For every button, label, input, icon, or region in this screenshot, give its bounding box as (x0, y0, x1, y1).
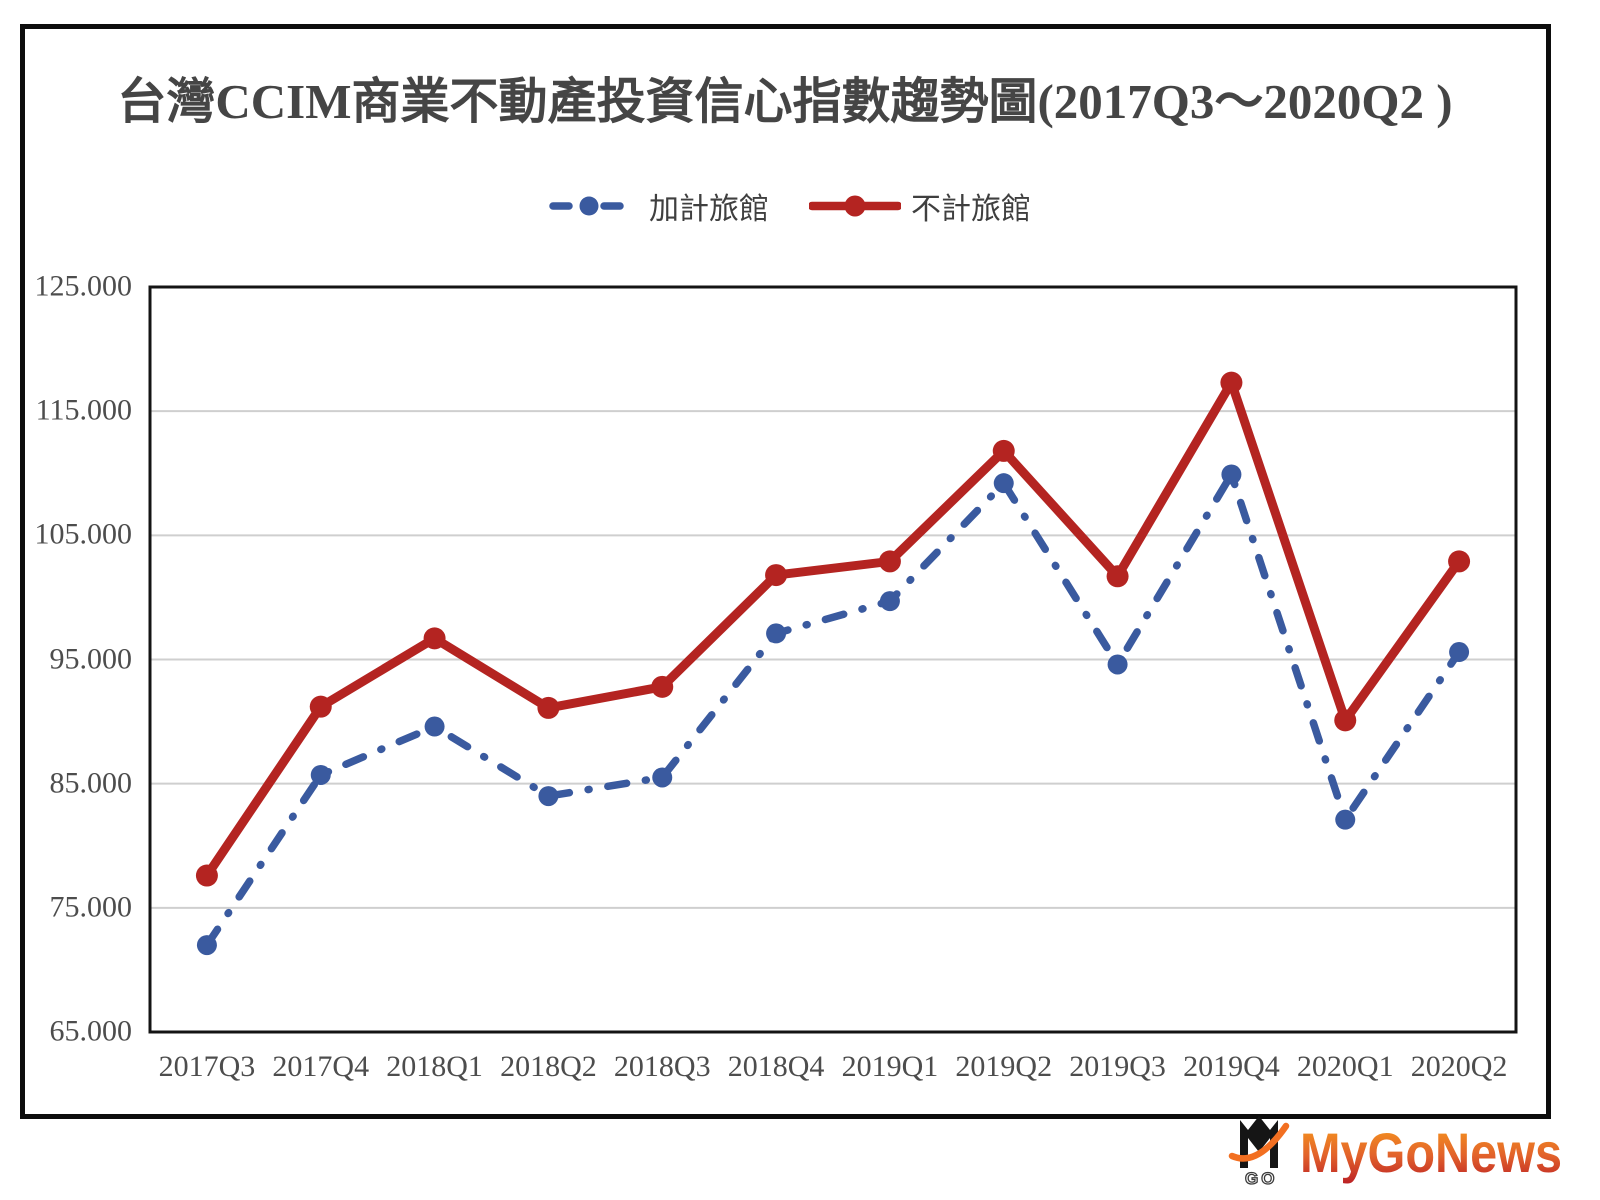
x-tick-label: 2017Q3 (158, 1050, 256, 1083)
y-tick-label: 125.000 (34, 269, 133, 303)
x-tick-label: 2019Q3 (1069, 1050, 1166, 1083)
data-point-marker (878, 550, 901, 573)
data-point-marker (1449, 642, 1470, 663)
data-point-marker (1107, 654, 1128, 675)
x-tick-label: 2020Q1 (1296, 1050, 1394, 1083)
data-point-marker (992, 439, 1015, 462)
x-tick-label: 2018Q2 (500, 1050, 597, 1083)
y-tick-label: 105.000 (34, 517, 133, 551)
x-tick-label: 2019Q2 (955, 1050, 1053, 1083)
series-line-without-hotels (202, 378, 1464, 881)
data-point-marker (196, 935, 217, 956)
series-line-with-hotels (203, 470, 1463, 949)
data-point-marker (310, 764, 331, 785)
x-tick-label: 2019Q1 (841, 1050, 939, 1083)
legend-label-without-hotels: 不計旅館 (911, 193, 1031, 226)
data-point-marker (993, 473, 1014, 494)
data-point-marker (309, 695, 332, 718)
data-point-marker (1335, 809, 1356, 830)
chart-outer-frame (20, 24, 1551, 1119)
y-tick-label: 115.000 (35, 393, 132, 427)
data-point-marker (538, 786, 559, 807)
legend: 加計旅館 不計旅館 (0, 184, 1580, 228)
x-tick-label: 2018Q4 (727, 1050, 825, 1083)
data-point-marker (879, 591, 900, 612)
chart-title: 台灣CCIM商業不動產投資信心指數趨勢圖(2017Q3～2020Q2 ) (117, 74, 1453, 129)
data-point-marker (195, 864, 218, 887)
data-point-marker (1448, 550, 1471, 573)
x-tick-label: 2020Q2 (1410, 1050, 1508, 1083)
data-point-marker (1221, 464, 1242, 485)
data-point-marker (1106, 565, 1129, 588)
data-point-marker (537, 696, 560, 719)
y-tick-label: 65.000 (49, 1014, 133, 1048)
mygonews-logo: GO MyGoNews (1228, 1116, 1562, 1189)
x-tick-label: 2017Q4 (272, 1050, 370, 1083)
legend-item-without-hotels: 不計旅館 (809, 184, 1031, 228)
logo-wordmark: MyGoNews (1300, 1121, 1562, 1184)
y-tick-label: 85.000 (49, 765, 133, 799)
dashdot-line-sample-icon (549, 196, 639, 216)
data-point-marker (651, 675, 674, 698)
data-point-marker (1334, 709, 1357, 732)
mygonews-mark-icon: GO (1228, 1116, 1290, 1189)
x-tick-label: 2019Q4 (1183, 1050, 1280, 1083)
data-point-marker (766, 623, 787, 644)
data-point-marker (765, 564, 788, 587)
data-point-marker (1220, 371, 1243, 394)
solid-line-sample-icon (809, 195, 901, 217)
legend-label-with-hotels: 加計旅館 (649, 193, 769, 226)
y-tick-label: 95.000 (49, 641, 133, 675)
data-point-marker (424, 716, 445, 737)
data-point-marker (652, 767, 673, 788)
y-tick-label: 75.000 (49, 890, 133, 924)
plot-border (148, 285, 1518, 1034)
legend-item-with-hotels: 加計旅館 (549, 184, 769, 228)
x-tick-label: 2018Q3 (613, 1050, 711, 1083)
data-point-marker (423, 627, 446, 650)
logo-go-text: GO (1245, 1169, 1277, 1188)
x-tick-label: 2018Q1 (386, 1050, 483, 1083)
